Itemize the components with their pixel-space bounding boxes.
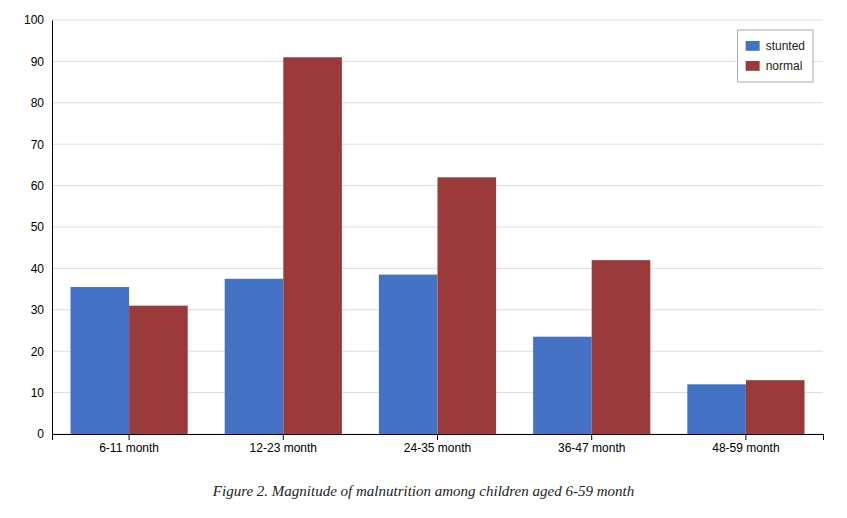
tick: 50 bbox=[31, 220, 52, 234]
tick: 48-59 month bbox=[712, 434, 779, 455]
bar bbox=[71, 287, 130, 434]
tick-label: 48-59 month bbox=[712, 441, 779, 455]
tick: 0 bbox=[37, 427, 52, 441]
grid-line bbox=[52, 61, 823, 62]
grid-line bbox=[52, 144, 823, 145]
caption: Figure 2. Magnitude of malnutrition amon… bbox=[212, 483, 634, 499]
tick-label: 30 bbox=[31, 303, 45, 317]
tick-label: 0 bbox=[37, 427, 44, 441]
tick: 20 bbox=[31, 345, 52, 359]
tick-label: 36-47 month bbox=[558, 441, 625, 455]
tick-label: 20 bbox=[31, 345, 45, 359]
legend: stunted normal bbox=[738, 30, 813, 82]
series bbox=[129, 57, 804, 434]
grid-line bbox=[52, 20, 823, 21]
y-axis: 0 10 20 30 40 50 60 70 80 90 100 bbox=[24, 13, 53, 441]
tick: 70 bbox=[31, 138, 52, 152]
grid-line bbox=[52, 102, 823, 103]
legend-item: normal bbox=[746, 59, 803, 73]
tick: 90 bbox=[31, 55, 52, 69]
axis-line bbox=[53, 435, 824, 441]
tick: 60 bbox=[31, 179, 52, 193]
x-axis: 6-11 month 12-23 month 24-35 month 36-47 mo… bbox=[53, 434, 824, 455]
tick-label: 60 bbox=[31, 179, 45, 193]
tick-mark bbox=[437, 434, 438, 440]
bar bbox=[533, 337, 592, 434]
bars bbox=[71, 57, 805, 434]
tick: 36-47 month bbox=[558, 434, 625, 455]
legend-label: normal bbox=[766, 59, 803, 73]
tick-label: 100 bbox=[24, 13, 44, 27]
tick-label: 24-35 month bbox=[404, 441, 471, 455]
bar bbox=[746, 380, 805, 434]
tick-label: 6-11 month bbox=[99, 441, 159, 455]
tick: 24-35 month bbox=[404, 434, 471, 455]
legend-swatch bbox=[746, 61, 760, 71]
tick-label: 90 bbox=[31, 55, 45, 69]
axis-line bbox=[52, 21, 53, 435]
tick: 80 bbox=[31, 96, 52, 110]
tick-label: 70 bbox=[31, 138, 45, 152]
tick-label: 10 bbox=[31, 386, 45, 400]
tick: 6-11 month bbox=[99, 434, 159, 455]
tick-mark bbox=[591, 434, 592, 440]
tick: 12-23 month bbox=[250, 434, 317, 455]
tick-label: 80 bbox=[31, 96, 45, 110]
tick-mark bbox=[283, 434, 284, 440]
tick-label: 12-23 month bbox=[250, 441, 317, 455]
tick-label: 40 bbox=[31, 262, 45, 276]
grid bbox=[52, 20, 823, 434]
tick: 40 bbox=[31, 262, 52, 276]
tick: 10 bbox=[31, 386, 52, 400]
plot: 0 10 20 30 40 50 60 70 80 90 100 6-11 month 12-23 mo… bbox=[24, 13, 824, 454]
bar bbox=[592, 260, 651, 434]
tick-mark bbox=[745, 434, 746, 440]
tick-label: 50 bbox=[31, 220, 45, 234]
legend-label: stunted bbox=[766, 39, 805, 53]
bar bbox=[283, 57, 342, 434]
bar bbox=[379, 275, 438, 434]
tick: 30 bbox=[31, 303, 52, 317]
bar bbox=[225, 279, 284, 434]
bar bbox=[687, 384, 746, 434]
legend-box bbox=[738, 30, 813, 82]
chart: 0 10 20 30 40 50 60 70 80 90 100 6-11 month 12-23 mo… bbox=[0, 0, 847, 518]
bar bbox=[129, 306, 188, 434]
tick: 100 bbox=[24, 13, 52, 27]
legend-swatch bbox=[746, 41, 760, 51]
legend-item: stunted bbox=[746, 39, 805, 53]
bar bbox=[438, 177, 497, 434]
tick-mark bbox=[129, 434, 130, 440]
